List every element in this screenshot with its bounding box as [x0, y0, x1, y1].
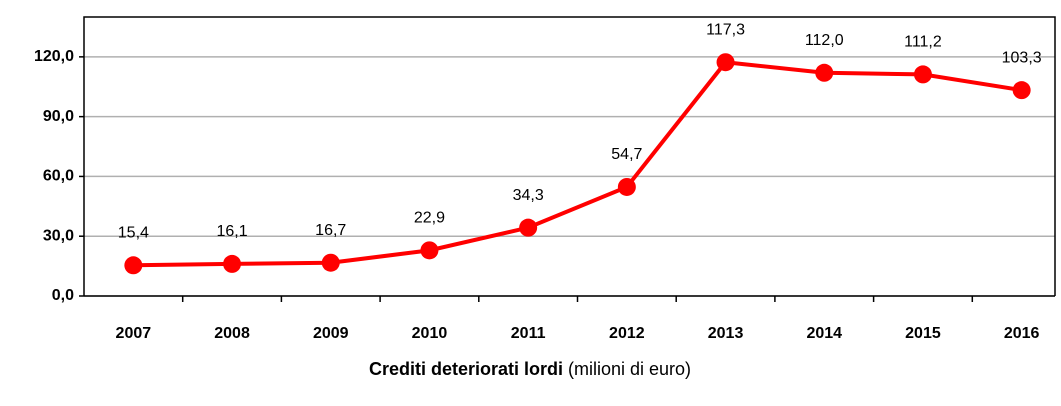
x-tick-label: 2011 — [511, 325, 546, 342]
data-label: 117,3 — [706, 21, 745, 38]
data-point — [1012, 81, 1031, 100]
y-tick-label: 0,0 — [52, 287, 74, 304]
x-tick-label: 2015 — [905, 325, 941, 342]
title: Crediti deteriorati lordi — [369, 359, 563, 379]
y-tick-label: 60,0 — [43, 168, 74, 185]
data-point — [519, 218, 538, 237]
y-tick-label: 30,0 — [43, 227, 74, 244]
data-label: 54,7 — [611, 146, 642, 163]
data-label: 15,4 — [118, 225, 149, 242]
x-tick-label: 2008 — [214, 325, 250, 342]
data-point — [124, 256, 143, 275]
plot-frame — [83, 16, 1056, 296]
x-tick-label: 2007 — [116, 325, 152, 342]
data-label: 16,1 — [216, 223, 247, 240]
y-tick-label: 120,0 — [34, 48, 74, 65]
chart-title: Crediti deteriorati lordi (milioni di eu… — [369, 359, 691, 379]
x-tick-label: 2014 — [806, 325, 842, 342]
data-label: 34,3 — [513, 187, 544, 204]
subtitle: (milioni di euro) — [568, 359, 691, 379]
data-label: 111,2 — [904, 34, 942, 51]
data-label: 112,0 — [805, 32, 844, 49]
series-line — [133, 60, 1022, 268]
data-label: 22,9 — [414, 210, 445, 227]
data-point — [223, 254, 242, 273]
data-point — [321, 253, 340, 272]
data-point — [617, 177, 636, 196]
data-point — [420, 241, 439, 260]
x-tick-label: 2010 — [412, 325, 448, 342]
data-label: 16,7 — [315, 222, 346, 239]
data-point — [716, 53, 735, 72]
data-point — [913, 65, 932, 84]
x-tick-label: 2012 — [609, 325, 645, 342]
y-tick-label: 90,0 — [43, 108, 74, 125]
x-tick-label: 2009 — [313, 325, 349, 342]
x-tick-label: 2013 — [708, 325, 744, 342]
data-label: 103,3 — [1002, 49, 1042, 66]
x-tick-label: 2016 — [1004, 325, 1040, 342]
data-point — [815, 63, 834, 82]
